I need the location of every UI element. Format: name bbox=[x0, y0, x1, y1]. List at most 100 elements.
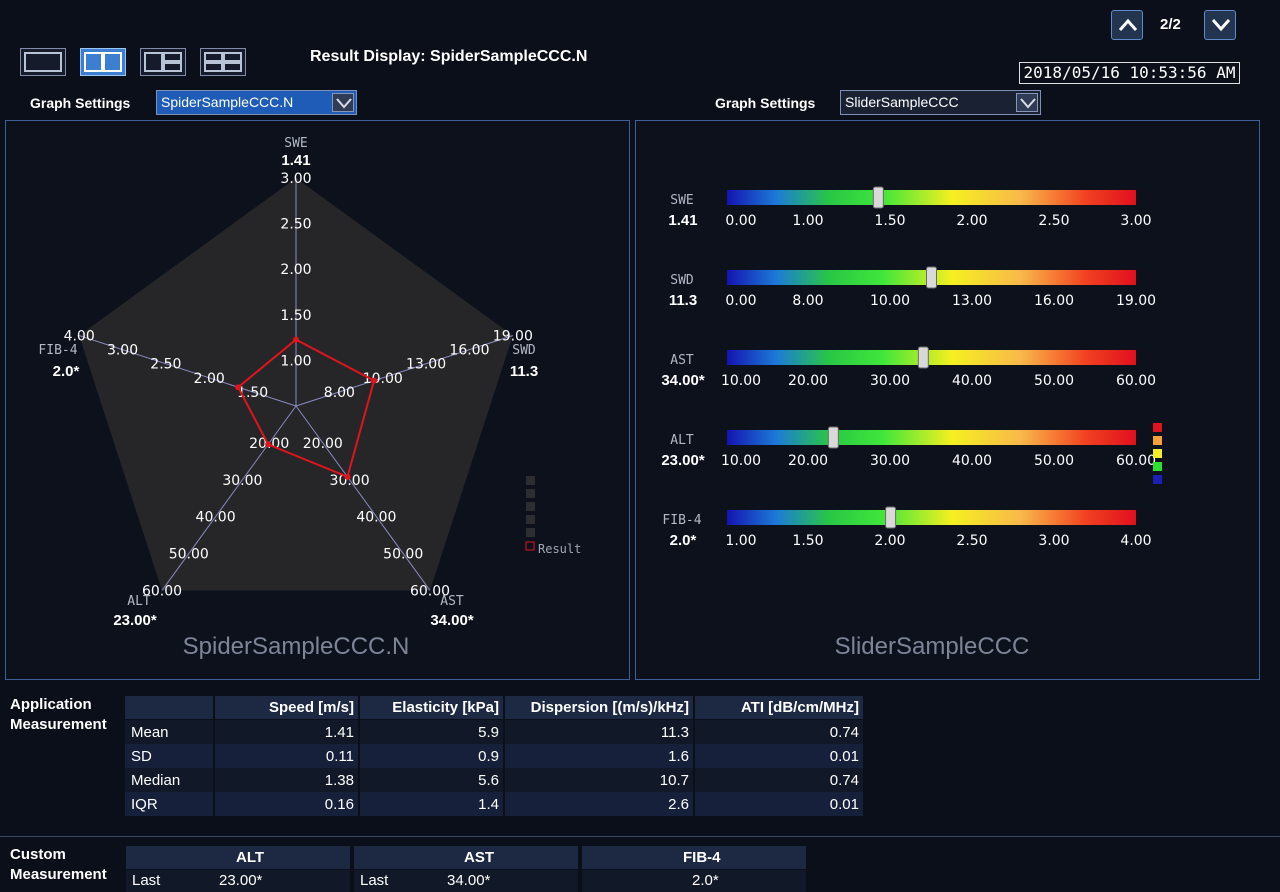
chevron-up-icon bbox=[1118, 18, 1138, 31]
page-up-button[interactable] bbox=[1111, 10, 1143, 40]
column-header: ATI [dB/cm/MHz] bbox=[695, 696, 865, 720]
spider-axis-line bbox=[295, 335, 513, 407]
slider-track bbox=[727, 190, 1136, 205]
graph-select-right[interactable]: SliderSampleCCC bbox=[840, 90, 1041, 115]
table-cell: 0.16 bbox=[215, 792, 360, 816]
spider-tick-label: 2.50 bbox=[150, 357, 181, 373]
custom-header-label: ALT bbox=[236, 849, 265, 866]
app-measurement-table: Speed [m/s] Elasticity [kPa] Dispersion [(… bbox=[125, 696, 865, 816]
table-cell: 10.7 bbox=[505, 768, 695, 792]
custom-block-alt: ALT Last 23.00* bbox=[126, 846, 350, 892]
slider-handle[interactable] bbox=[926, 266, 937, 289]
layout-triple-button[interactable] bbox=[140, 48, 186, 76]
layout-dual-button[interactable] bbox=[80, 48, 126, 76]
slider-handle[interactable] bbox=[827, 426, 839, 449]
table-row: Median 1.38 5.6 10.7 0.74 bbox=[125, 768, 865, 792]
spider-tick-label: 3.00 bbox=[280, 171, 311, 187]
slider-value: 34.00* bbox=[661, 372, 705, 389]
spider-tick-label: 3.00 bbox=[107, 343, 138, 359]
slider-name: SWD bbox=[670, 273, 694, 288]
spider-tick-label: 60.00 bbox=[142, 583, 182, 599]
graph-select-left-value: SpiderSampleCCC.N bbox=[161, 94, 294, 110]
column-header: Speed [m/s] bbox=[215, 696, 360, 720]
row-label: IQR bbox=[125, 792, 215, 816]
slider-name: SWE bbox=[670, 193, 693, 208]
table-cell: 5.9 bbox=[360, 720, 505, 744]
graph-select-left[interactable]: SpiderSampleCCC.N bbox=[156, 90, 357, 115]
spider-axis-value: 11.3 bbox=[510, 363, 538, 380]
custom-block-ast: AST Last 34.00* bbox=[354, 846, 578, 892]
spider-graph-name: SpiderSampleCCC.N bbox=[183, 633, 410, 660]
slider-tick-label: 30.00 bbox=[870, 373, 910, 389]
table-row: IQR 0.16 1.4 2.6 0.01 bbox=[125, 792, 865, 816]
table-cell: 0.01 bbox=[695, 792, 865, 816]
slider-tick-label: 2.00 bbox=[874, 533, 905, 549]
custom-measurement-label: Custom Measurement bbox=[10, 845, 107, 885]
table-cell: 1.6 bbox=[505, 744, 695, 768]
table-cell: 1.4 bbox=[360, 792, 505, 816]
slider-graph-name: SliderSampleCCC bbox=[835, 633, 1030, 660]
legend-swatch bbox=[526, 528, 535, 537]
chevron-down-icon bbox=[1211, 19, 1231, 32]
spider-tick-label: 2.00 bbox=[280, 262, 311, 278]
slider-tick-label: 0.00 bbox=[725, 293, 756, 309]
slider-handle[interactable] bbox=[917, 346, 929, 369]
column-header bbox=[125, 696, 215, 720]
slider-tick-label: 3.00 bbox=[1120, 213, 1151, 229]
slider-tick-label: 4.00 bbox=[1120, 533, 1151, 549]
table-cell: 0.01 bbox=[695, 744, 865, 768]
table-cell: 1.41 bbox=[215, 720, 360, 744]
row-label: Mean bbox=[125, 720, 215, 744]
spider-tick-label: 40.00 bbox=[356, 510, 396, 526]
table-cell: 11.3 bbox=[505, 720, 695, 744]
spider-axis-line bbox=[295, 405, 431, 591]
spider-chart: 1.001.502.002.503.008.0010.0013.0016.001… bbox=[38, 136, 581, 660]
slider-tick-label: 1.50 bbox=[874, 213, 905, 229]
slider-track bbox=[727, 510, 1136, 525]
spider-tick-label: 30.00 bbox=[222, 473, 262, 489]
spider-tick-label: 8.00 bbox=[324, 385, 355, 401]
spider-tick-label: 50.00 bbox=[383, 547, 423, 563]
slider-tick-label: 20.00 bbox=[788, 453, 828, 469]
table-row: SD 0.11 0.9 1.6 0.01 bbox=[125, 744, 865, 768]
section-divider bbox=[0, 836, 1280, 837]
slider-tick-label: 1.00 bbox=[725, 533, 756, 549]
slider-tick-label: 10.00 bbox=[870, 293, 910, 309]
spider-tick-label: 13.00 bbox=[406, 357, 446, 373]
custom-row-label: Last bbox=[132, 872, 161, 889]
dropdown-left[interactable] bbox=[332, 93, 354, 112]
layout-single-button[interactable] bbox=[20, 48, 66, 76]
page-down-button[interactable] bbox=[1204, 10, 1236, 40]
custom-row-value: 2.0* bbox=[692, 872, 719, 889]
table-cell: 0.9 bbox=[360, 744, 505, 768]
layout-quad-button[interactable] bbox=[200, 48, 246, 76]
slider-tick-label: 3.00 bbox=[1038, 533, 1069, 549]
single-layout-icon bbox=[24, 52, 62, 72]
column-header: Dispersion [(m/s)/kHz] bbox=[505, 696, 695, 720]
slider-tick-label: 2.50 bbox=[956, 533, 987, 549]
table-cell: 0.11 bbox=[215, 744, 360, 768]
legend-swatch bbox=[526, 489, 535, 498]
table-row: Mean 1.41 5.9 11.3 0.74 bbox=[125, 720, 865, 744]
custom-block-header: AST bbox=[354, 846, 578, 869]
spider-axis-line bbox=[161, 405, 297, 591]
slider-graph-panel: SWE 1.41 0.00 1.00 1.50 2.00 2.50 3.00 SWD 11.3 0.… bbox=[635, 120, 1260, 680]
color-legend-swatch bbox=[1153, 423, 1162, 432]
spider-axis-name: SWD bbox=[512, 343, 536, 358]
spider-graph-panel: 1.00 1.50 2.00 2.50 3.00 8.00 10.00 13.00 16.00 1… bbox=[5, 120, 630, 680]
table-cell: 5.6 bbox=[360, 768, 505, 792]
slider-handle[interactable] bbox=[885, 506, 897, 529]
legend-result-swatch bbox=[525, 541, 535, 551]
slider-handle[interactable] bbox=[872, 186, 884, 209]
custom-block-row: 2.0* bbox=[582, 870, 806, 892]
spider-axis-value: 23.00* bbox=[113, 612, 157, 629]
spider-result-point bbox=[344, 473, 351, 480]
table-cell: 2.6 bbox=[505, 792, 695, 816]
row-label: Median bbox=[125, 768, 215, 792]
legend-swatch bbox=[526, 476, 535, 485]
spider-tick-label: 40.00 bbox=[196, 510, 236, 526]
dropdown-right[interactable] bbox=[1016, 93, 1038, 112]
slider-tick-label: 60.00 bbox=[1116, 373, 1156, 389]
slider-chart: SWE 1.41 0.00 1.00 1.50 2.00 2.50 3.00 SWD 11.3 0.… bbox=[661, 186, 1162, 660]
slider-name: ALT bbox=[670, 433, 694, 448]
